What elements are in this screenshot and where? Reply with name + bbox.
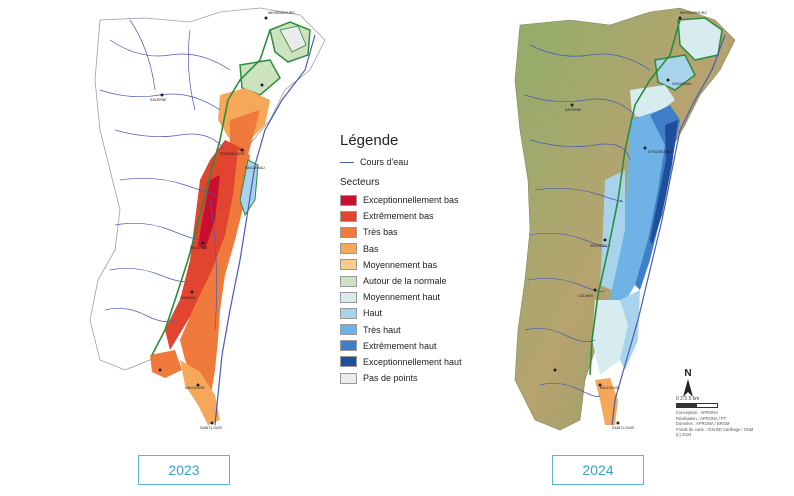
city-label-colmar-2023: COLMAR — [180, 296, 195, 300]
legend-item: Moyennement haut — [340, 289, 500, 305]
credit-line: Réalisation : APRONA / PT — [676, 415, 727, 421]
legend-river-label: Cours d'eau — [360, 157, 409, 167]
credit-line: (c) 2024 — [676, 432, 692, 437]
legend-item: Exceptionnellement bas — [340, 192, 500, 208]
city-label-mulhouse-2024: MULHOUSE — [600, 386, 620, 390]
scale-bar: 0 2.5 5 km — [676, 396, 718, 408]
legend-swatch — [340, 210, 357, 222]
city-label-colmar-2024: COLMAR — [578, 294, 593, 298]
zone-plain-very-low — [180, 150, 250, 400]
city-label-saverne-2024: SAVERNE — [565, 108, 582, 112]
zone-south-mod-high — [592, 300, 630, 375]
zone-south-tip-low — [595, 378, 618, 425]
legend-item: Moyennement bas — [340, 257, 500, 273]
legend-swatch — [340, 243, 357, 255]
city-label-haguenau-2024: HAGUENAU — [672, 82, 692, 86]
city-markers — [158, 16, 268, 425]
legend-swatch — [340, 324, 357, 336]
city-label-selestat-2024: SÉLESTAT — [590, 244, 608, 248]
city-label-saint-louis-2024: SAINT-LOUIS — [612, 426, 634, 430]
legend-title: Légende — [340, 132, 399, 149]
legend-swatch — [340, 372, 357, 384]
legend-item: Extrêmement haut — [340, 338, 500, 354]
zone-haguenau-high — [654, 54, 696, 91]
year-2023-text: 2023 — [168, 462, 200, 478]
rhine-river-2024 — [611, 34, 726, 426]
zone-south-low — [180, 360, 220, 425]
legend-swatch — [340, 259, 357, 271]
city-label-saverne-2023: SAVERNE — [150, 98, 167, 102]
zone-south-very-low — [150, 350, 182, 378]
zone-haguenau-normal — [239, 59, 281, 96]
map-credits: Conception : APRONA Réalisation : APRONA… — [676, 410, 756, 438]
legend-swatch — [340, 291, 357, 303]
credit-line: Données : APRONA / BRGM — [676, 421, 730, 426]
city-label-selestat-2023: SÉLESTAT — [190, 246, 208, 250]
legend-item: Autour de la normale — [340, 273, 500, 289]
scale-bar-graphic — [676, 403, 718, 408]
city-label-strasbourg-2024: STRASBOURG — [648, 150, 673, 154]
rivers-2024 — [524, 44, 651, 397]
legend-item-label: Bas — [363, 243, 379, 254]
legend-river-row: Cours d'eau — [340, 157, 500, 167]
legend-item: Haut — [340, 305, 500, 321]
legend-item-label: Moyennement bas — [363, 259, 438, 270]
north-label: N — [684, 368, 692, 379]
legend-item: Très bas — [340, 224, 500, 240]
legend-item-label: Extrêmement haut — [363, 340, 437, 351]
map-2024 — [514, 7, 736, 431]
legend-swatch — [340, 307, 357, 319]
zone-plain-very-high — [610, 110, 670, 310]
city-label-wissembourg-2024: WISSEMBOURG — [680, 11, 708, 15]
credit-line: Fonds de carte : IGN BD Carthage / OSM — [676, 426, 754, 432]
legend-item: Bas — [340, 241, 500, 257]
rivers — [99, 19, 231, 331]
legend-swatch — [340, 356, 357, 368]
rhine-river — [214, 34, 316, 426]
city-label-strasbourg-2023: STRASBOURG — [220, 152, 245, 156]
city-label-saint-louis-2023: SAINT-LOUIS — [200, 426, 222, 430]
river-line-swatch — [340, 161, 354, 163]
city-markers-2024 — [553, 16, 682, 425]
legend-item-label: Très bas — [363, 227, 398, 238]
year-2024-text: 2024 — [582, 462, 614, 478]
zone-north-gray — [279, 25, 307, 53]
legend-swatch — [340, 275, 357, 287]
year-label-2023: 2023 — [138, 455, 230, 485]
scale-labels: 0 2.5 5 km — [676, 396, 700, 402]
year-label-2024: 2024 — [552, 455, 644, 485]
legend-item: Exceptionnellement haut — [340, 354, 500, 370]
legend-item-label: Haut — [363, 308, 383, 319]
city-label-wissembourg-2023: WISSEMBOURG — [268, 11, 296, 15]
legend-item-label: Extrêmement bas — [363, 211, 434, 222]
city-label-mulhouse-2023: MULHOUSE — [185, 386, 205, 390]
zone-plain-exceptional-low — [198, 175, 220, 250]
legend-sectors-title: Secteurs — [340, 177, 380, 188]
legend-item-label: Pas de points — [363, 373, 418, 384]
legend-swatch — [340, 194, 357, 206]
legend-item-label: Moyennement haut — [363, 292, 441, 303]
vosges-boundary — [151, 29, 271, 356]
north-arrow-icon — [683, 379, 693, 397]
zone-plain-exceptional-high — [650, 120, 678, 245]
legend-item: Pas de points — [340, 370, 500, 386]
credit-line: Conception : APRONA — [676, 410, 719, 415]
legend-item-label: Autour de la normale — [363, 276, 447, 287]
city-label-haguenau-2023: HAGUENAU — [245, 166, 265, 170]
legend: Légende Cours d'eau Secteurs Exceptionne… — [340, 132, 500, 386]
legend-swatch — [340, 226, 357, 238]
legend-item: Extrêmement bas — [340, 208, 500, 224]
north-arrow: N — [676, 368, 700, 402]
vosges-boundary-2024 — [589, 19, 681, 376]
map-2023 — [89, 7, 326, 426]
legend-item-label: Exceptionnellement haut — [363, 356, 462, 367]
zone-south-high — [620, 290, 640, 370]
legend-item: Très haut — [340, 322, 500, 338]
legend-item-label: Très haut — [363, 324, 401, 335]
legend-item-label: Exceptionnellement bas — [363, 195, 459, 206]
legend-swatch — [340, 340, 357, 352]
